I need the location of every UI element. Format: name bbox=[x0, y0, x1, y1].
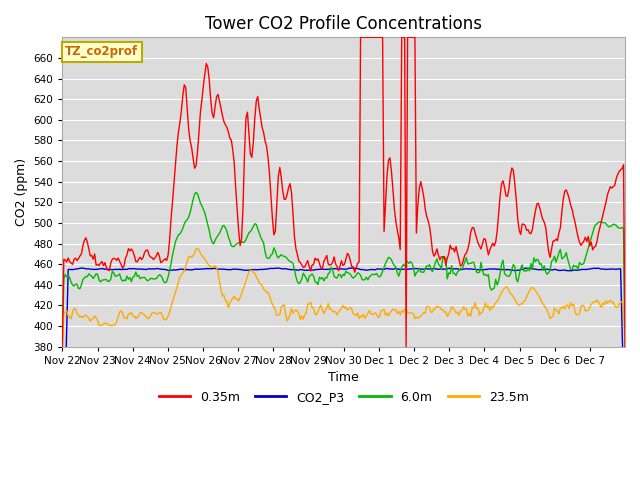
Text: TZ_co2prof: TZ_co2prof bbox=[65, 45, 138, 58]
Title: Tower CO2 Profile Concentrations: Tower CO2 Profile Concentrations bbox=[205, 15, 482, 33]
Legend: 0.35m, CO2_P3, 6.0m, 23.5m: 0.35m, CO2_P3, 6.0m, 23.5m bbox=[154, 385, 534, 408]
Y-axis label: CO2 (ppm): CO2 (ppm) bbox=[15, 158, 28, 226]
X-axis label: Time: Time bbox=[328, 372, 359, 384]
